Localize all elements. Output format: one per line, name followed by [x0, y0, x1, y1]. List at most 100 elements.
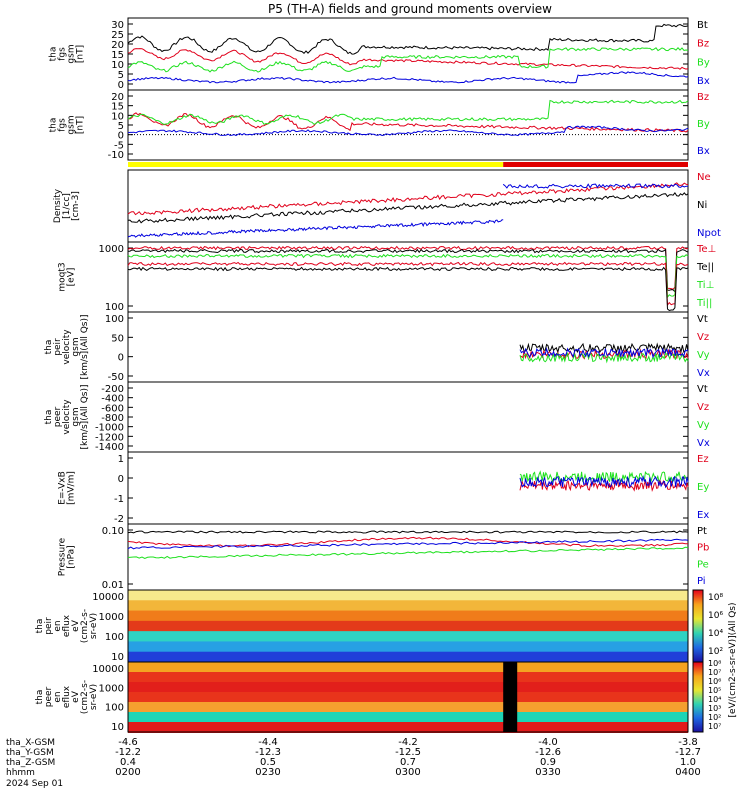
- axis-row-value: -12.6: [535, 747, 561, 758]
- y-label-line: velocity: [62, 399, 72, 435]
- spectrogram-band: [128, 682, 688, 693]
- y-tick-label: -600: [101, 403, 124, 414]
- y-axis-label: Density [1/cc] [cm-3]: [53, 188, 81, 223]
- legend-By: By: [697, 119, 710, 130]
- y-label-line: gsm: [71, 407, 81, 426]
- line-Te-perp: [127, 245, 689, 290]
- axis-row-value: -4.4: [258, 737, 278, 748]
- y-label-line: gsm: [71, 337, 81, 356]
- y-tick-label: 20: [111, 40, 124, 51]
- legend-Npot: Npot: [697, 228, 721, 239]
- y-tick-label: 100: [105, 632, 124, 643]
- axis-row-value: -12.3: [255, 747, 281, 758]
- spectrogram-band: [128, 590, 688, 602]
- line-Pe: [127, 546, 689, 560]
- y-label-line: [nT]: [76, 116, 86, 134]
- legend-Te||: Te||: [696, 262, 714, 273]
- spectrogram-band: [128, 651, 688, 663]
- y-tick-label: -2: [114, 514, 124, 525]
- y-label-line: eV: [71, 690, 81, 703]
- y-tick-label: -1000: [95, 423, 124, 434]
- legend-Bx: Bx: [697, 76, 710, 87]
- y-tick-label: 20: [111, 92, 124, 103]
- y-axis-label: tha peer en eflux eV (cm2-s-sr-eV): [35, 680, 99, 714]
- legend-Bz: Bz: [697, 92, 709, 103]
- y-label-line: tha: [35, 690, 45, 705]
- line-Pi: [127, 538, 689, 550]
- spectrogram-band: [128, 641, 688, 653]
- y-label-line: [mV/m]: [67, 471, 77, 505]
- legend-Vt: Vt: [697, 384, 708, 395]
- colorbar-tick: 10²: [708, 713, 721, 722]
- axis-row-value: 0.9: [540, 757, 556, 768]
- line-Pb: [127, 536, 688, 548]
- spectrogram-band: [128, 610, 688, 622]
- y-tick-label: 10000: [92, 592, 124, 603]
- y-label-line: (cm2-s-: [80, 609, 90, 643]
- line-Npot-late: [502, 183, 688, 189]
- y-label-line: Density: [53, 188, 63, 223]
- y-label-line: tha: [49, 47, 59, 62]
- axis-date: 2024 Sep 01: [6, 779, 63, 789]
- y-label-line: [km/s](All Qs)]: [80, 384, 90, 449]
- colorbar: [692, 589, 704, 663]
- axis-row-value: -4.6: [118, 737, 138, 748]
- axis-row-value: 1.0: [680, 757, 696, 768]
- line-Ti-perp: [127, 253, 689, 299]
- colorbar-tick: 10⁴: [708, 695, 721, 704]
- line-Npot: [127, 219, 504, 238]
- spectrogram-band: [128, 600, 688, 612]
- axis-row-value: 0230: [255, 767, 280, 778]
- axis-row-value: -4.2: [398, 737, 418, 748]
- axis-row-value: -12.2: [115, 747, 141, 758]
- colorbar-label: [eV/(cm2-s-sr-eV)](All Qs): [728, 603, 738, 718]
- y-tick-label: 5: [118, 121, 124, 132]
- panel-pressure: Pressure [nPa] 0.10 0.01 Pt Pb Pe Pi: [58, 523, 709, 591]
- legend-Ti||: Ti||: [696, 298, 712, 309]
- y-tick-label: -10: [108, 150, 124, 161]
- y-tick-label: -200: [101, 384, 124, 395]
- y-tick-label: 10: [111, 111, 124, 122]
- colorbar-tick: 10⁷: [708, 722, 721, 731]
- legend-Ez: Ez: [697, 454, 709, 465]
- spectrogram-band: [128, 722, 688, 733]
- legend-Ey: Ey: [697, 482, 709, 493]
- y-axis-label: E=-VxB [mV/m]: [58, 471, 77, 505]
- y-label-line: gsm: [67, 44, 77, 63]
- y-tick-label: -400: [101, 394, 124, 405]
- line-By: [127, 99, 689, 125]
- y-tick-label: -800: [101, 413, 124, 424]
- legend-Vx: Vx: [697, 368, 710, 379]
- axis-row-value: 0200: [115, 767, 140, 778]
- y-label-line: eflux: [62, 614, 72, 637]
- y-label-line: E=-VxB: [58, 471, 68, 505]
- axis-row-value: 0330: [535, 767, 560, 778]
- y-tick-label: 1000: [99, 683, 124, 694]
- axis-row-value: -4.0: [538, 737, 558, 748]
- panel-peer_spec: tha peer en eflux eV (cm2-s-sr-eV) 10000 1000 10…: [35, 661, 689, 733]
- line-Bz: [127, 48, 689, 70]
- axis-row-value: 0300: [395, 767, 420, 778]
- axis-row-value: 0.7: [400, 757, 416, 768]
- y-label-line: en: [53, 620, 63, 631]
- y-axis-label: Pressure [nPa]: [58, 537, 77, 576]
- y-tick-label: -1200: [95, 432, 124, 443]
- panel-peer_vel: tha peer velocity gsm [km/s](All Qs)] -200-40…: [44, 381, 710, 453]
- line-Bt: [127, 23, 689, 55]
- legend-Vz: Vz: [697, 402, 709, 413]
- y-tick-label: 0: [118, 474, 124, 485]
- line-Bx: [127, 71, 689, 84]
- legend-Pt: Pt: [697, 526, 707, 537]
- y-tick-label: -1400: [95, 442, 124, 453]
- y-tick-label: 0: [118, 353, 124, 364]
- legend-Vy: Vy: [697, 420, 710, 431]
- axis-row-value: 0.4: [120, 757, 136, 768]
- y-label-line: [eV]: [67, 268, 77, 287]
- time-axis: tha_X-GSM -4.6 -4.4 -4.2 -4.0 -3.8 tha_Y-GSM -1…: [6, 737, 701, 789]
- colorbar-tick: 10²: [708, 647, 723, 657]
- legend-Pe: Pe: [697, 559, 709, 570]
- line-Ni: [127, 192, 689, 224]
